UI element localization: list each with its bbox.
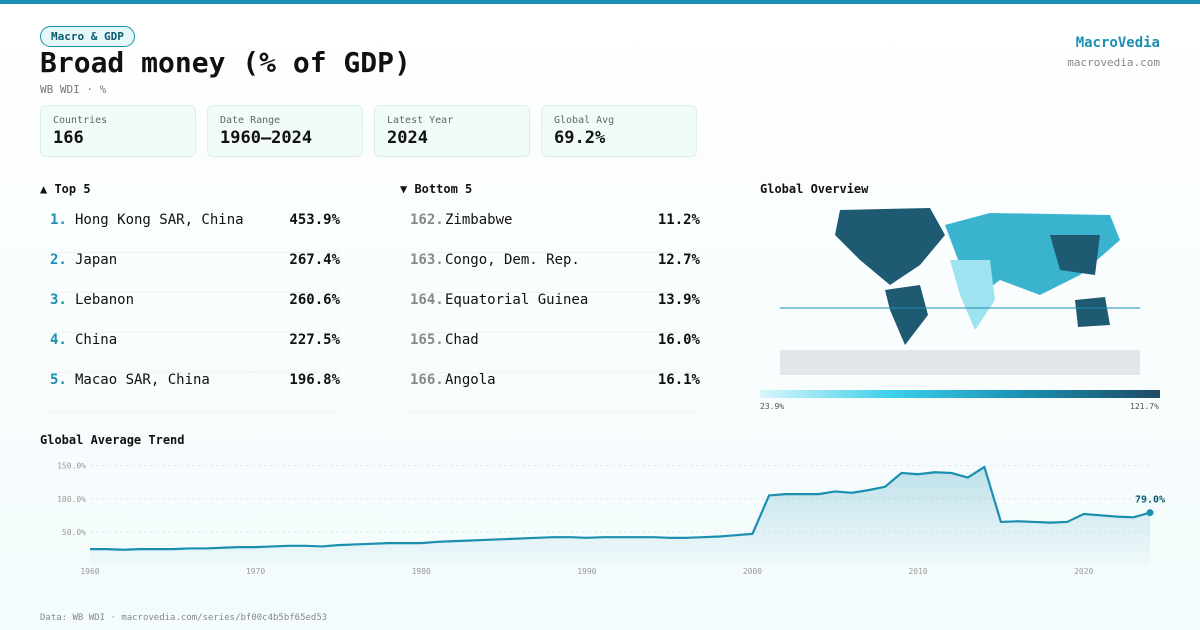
list-row: 3. Lebanon 260.6% — [48, 292, 340, 333]
y-tick-label: 150.0% — [57, 462, 86, 471]
map-scale — [760, 390, 1160, 398]
list-row: 166. Angola 16.1% — [410, 372, 700, 413]
rank: 164. — [410, 292, 444, 308]
stat-label: Countries — [53, 115, 108, 126]
rank: 2. — [50, 252, 67, 268]
stat-label: Date Range — [220, 115, 281, 126]
country: Japan — [75, 252, 118, 268]
stat-value: 1960–2024 — [220, 128, 313, 148]
list-row: 164. Equatorial Guinea 13.9% — [410, 292, 700, 333]
country: Congo, Dem. Rep. — [445, 252, 580, 268]
list-row: 165. Chad 16.0% — [410, 332, 700, 373]
stat-value: 2024 — [387, 128, 428, 148]
country: Equatorial Guinea — [445, 292, 589, 308]
chart-title: Global Average Trend — [40, 433, 185, 447]
list-row: 4. China 227.5% — [48, 332, 340, 373]
stat-value: 166 — [53, 128, 84, 148]
end-point — [1146, 509, 1154, 517]
country: Zimbabwe — [445, 212, 513, 228]
map-title: Global Overview — [760, 182, 869, 196]
map-max: 121.7% — [1130, 402, 1159, 411]
subtitle: WB WDI · % — [40, 83, 107, 96]
brand: MacroVedia — [1075, 35, 1160, 51]
value: 12.7% — [657, 252, 700, 268]
x-tick-label: 2000 — [743, 567, 762, 576]
value: 16.1% — [657, 372, 700, 388]
rank: 166. — [410, 372, 444, 388]
x-tick-label: 1980 — [412, 567, 431, 576]
area — [90, 466, 1150, 565]
x-tick-label: 1960 — [80, 567, 99, 576]
rank: 162. — [410, 212, 444, 228]
x-tick-label: 2010 — [908, 567, 927, 576]
country: Hong Kong SAR, China — [75, 212, 244, 228]
value: 196.8% — [289, 372, 340, 388]
y-tick-label: 50.0% — [62, 528, 86, 537]
bottom-title: ▼ Bottom 5 — [400, 182, 473, 196]
stat-label: Latest Year — [387, 115, 454, 126]
rank: 165. — [410, 332, 444, 348]
top-title: ▲ Top 5 — [40, 182, 91, 196]
y-tick-label: 100.0% — [57, 495, 86, 504]
value: 260.6% — [289, 292, 340, 308]
x-tick-label: 1990 — [577, 567, 596, 576]
top-bar — [0, 0, 1200, 4]
map-min: 23.9% — [760, 402, 785, 411]
rank: 5. — [50, 372, 67, 388]
title: Broad money (% of GDP) — [40, 46, 411, 79]
value: 453.9% — [289, 212, 340, 228]
country: Macao SAR, China — [75, 372, 210, 388]
stat-card: Date Range 1960–2024 — [207, 105, 363, 157]
footer: Data: WB WDI · macrovedia.com/series/bf0… — [40, 613, 328, 623]
rank: 1. — [50, 212, 67, 228]
rank: 3. — [50, 292, 67, 308]
badge: Macro & GDP — [40, 26, 135, 47]
list-row: 1. Hong Kong SAR, China 453.9% — [48, 212, 340, 253]
stat-card: Global Avg 69.2% — [541, 105, 697, 157]
country: China — [75, 332, 118, 348]
stat-value: 69.2% — [554, 128, 606, 148]
stat-card: Countries 166 — [40, 105, 196, 157]
rank: 4. — [50, 332, 67, 348]
list-row: 5. Macao SAR, China 196.8% — [48, 372, 340, 413]
stat-card: Latest Year 2024 — [374, 105, 530, 157]
map — [780, 208, 1140, 375]
list-row: 163. Congo, Dem. Rep. 12.7% — [410, 252, 700, 293]
x-tick-label: 1970 — [246, 567, 265, 576]
value: 267.4% — [289, 252, 340, 268]
country: Lebanon — [75, 292, 135, 308]
country: Angola — [445, 372, 496, 388]
end-label: 79.0% — [1135, 495, 1165, 506]
site: macrovedia.com — [1067, 56, 1160, 69]
list-row: 2. Japan 267.4% — [48, 252, 340, 293]
value: 13.9% — [657, 292, 700, 308]
country: Chad — [445, 332, 479, 348]
value: 11.2% — [657, 212, 700, 228]
value: 227.5% — [289, 332, 340, 348]
line — [90, 465, 1151, 551]
rank: 163. — [410, 252, 444, 268]
x-tick-label: 2020 — [1074, 567, 1093, 576]
stat-label: Global Avg — [554, 115, 615, 126]
list-row: 162. Zimbabwe 11.2% — [410, 212, 700, 253]
value: 16.0% — [657, 332, 700, 348]
